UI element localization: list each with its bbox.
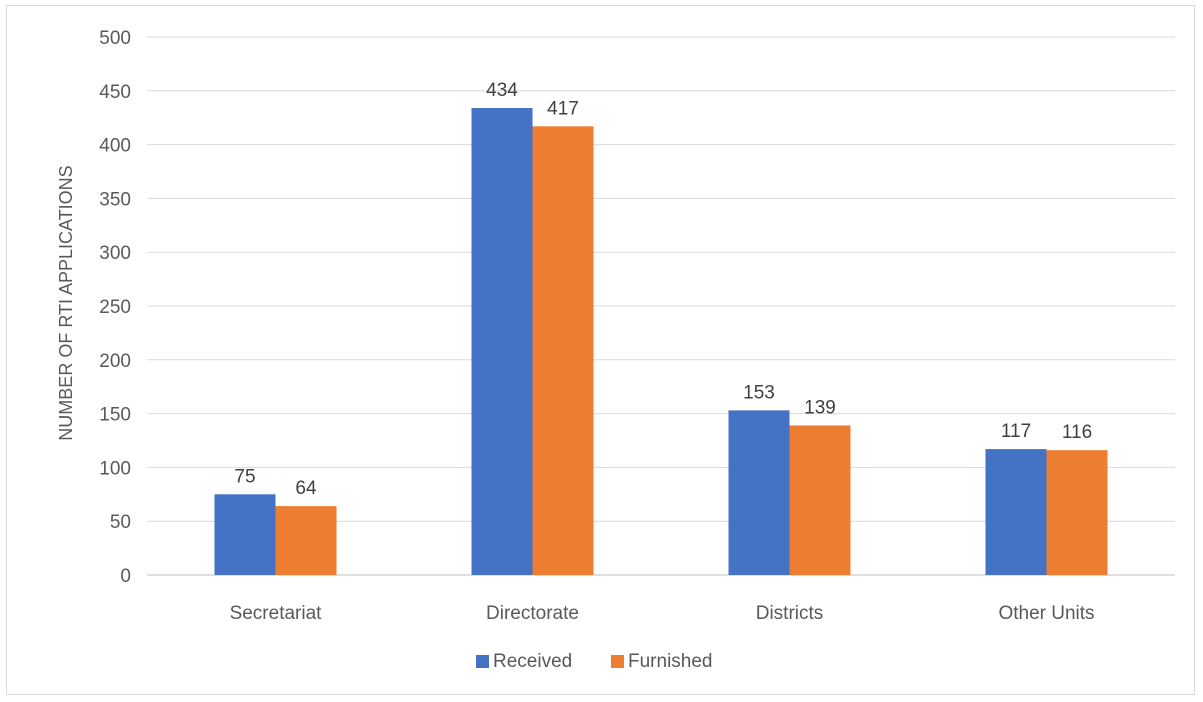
data-label: 417 <box>547 98 579 119</box>
bar-furnished-districts <box>789 425 851 575</box>
data-label: 434 <box>486 80 518 101</box>
y-tick-label: 300 <box>99 243 131 264</box>
data-label: 117 <box>1001 421 1031 442</box>
bar-furnished-directorate <box>532 126 594 576</box>
data-label: 64 <box>295 478 317 499</box>
bar-received-districts <box>728 410 790 575</box>
chart-frame <box>6 5 1195 695</box>
x-category-label: Secretariat <box>230 603 323 624</box>
bar-furnished-other-units <box>1046 450 1108 575</box>
y-tick-label: 0 <box>120 566 131 587</box>
y-tick-label: 350 <box>99 189 131 210</box>
x-category-label: Districts <box>756 603 824 624</box>
y-tick-label: 500 <box>99 28 131 49</box>
y-tick-label: 100 <box>99 458 131 479</box>
legend-label-received: Received <box>493 651 572 672</box>
legend-swatch-received <box>476 655 489 668</box>
y-tick-label: 250 <box>99 297 131 318</box>
x-category-label: Other Units <box>998 603 1094 624</box>
data-label: 75 <box>234 466 255 487</box>
bar-received-other-units <box>985 449 1047 575</box>
y-tick-label: 50 <box>110 512 131 533</box>
bars <box>214 108 1108 576</box>
y-tick-label: 200 <box>99 351 131 372</box>
y-axis-title: NUMBER OF RTI APPLICATIONS <box>56 165 76 440</box>
y-tick-label: 450 <box>99 82 131 103</box>
legend-swatch-furnished <box>611 655 624 668</box>
bar-received-directorate <box>471 108 533 576</box>
data-label: 153 <box>743 382 775 403</box>
data-label: 116 <box>1062 422 1092 443</box>
bar-received-secretariat <box>214 494 276 575</box>
legend: Received Furnished <box>476 651 713 672</box>
bar-furnished-secretariat <box>275 506 337 575</box>
labels: 0 50 100 150 200 250 300 350 400 450 500 75 64 Secret… <box>99 28 1094 624</box>
y-tick-label: 150 <box>99 405 131 426</box>
data-label: 139 <box>804 397 836 418</box>
legend-label-furnished: Furnished <box>628 651 713 672</box>
x-category-label: Directorate <box>486 603 579 624</box>
y-tick-label: 400 <box>99 136 131 157</box>
